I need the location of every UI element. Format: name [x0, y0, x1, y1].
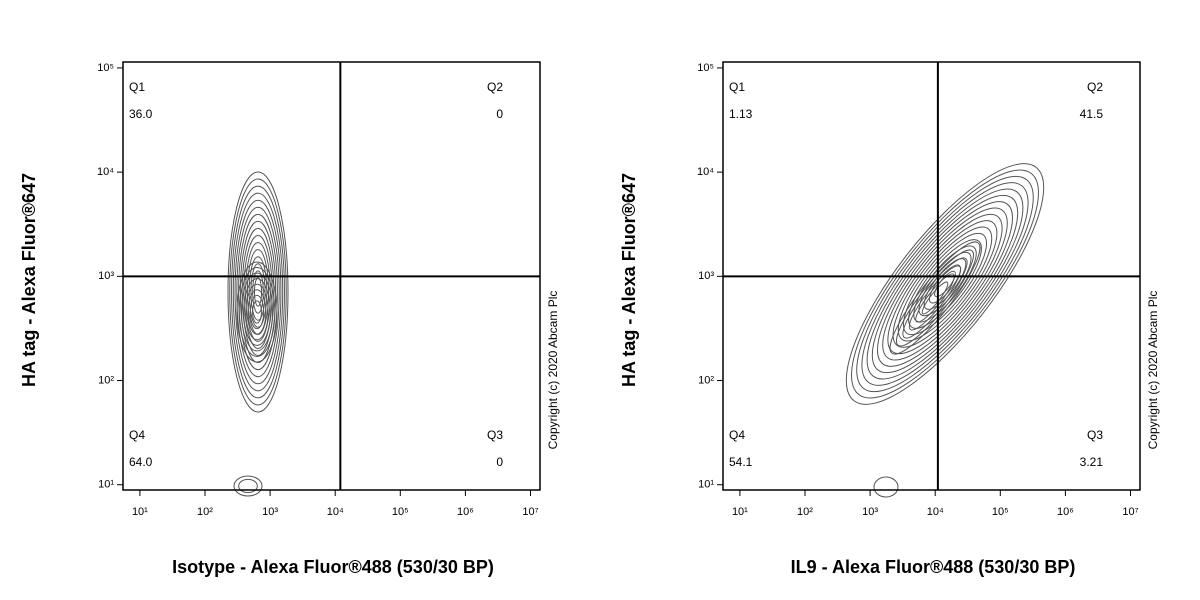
- x-tick-label: 10¹: [132, 506, 148, 518]
- quadrant-name: Q3: [1087, 428, 1103, 442]
- contour: [897, 226, 993, 342]
- quadrant-name: Q4: [129, 428, 145, 442]
- y-tick-label: 10²: [98, 374, 114, 386]
- contour: [238, 478, 258, 494]
- panel: 10¹ 10² 10³ 10⁴ 10⁵ 10⁶ 10⁷ 10¹ 10² 10³ 10⁴ 10⁵ Q1 1.…: [619, 61, 1160, 577]
- y-tick-label: 10⁵: [97, 62, 114, 74]
- x-tick-label: 10⁷: [522, 506, 538, 518]
- quadrant-value: 0: [496, 107, 503, 121]
- contour: [887, 213, 1003, 355]
- contour: [908, 239, 982, 329]
- contour: [236, 261, 278, 363]
- quadrant-name: Q4: [729, 428, 745, 442]
- contour: [249, 294, 265, 330]
- x-axis-title: Isotype - Alexa Fluor®488 (530/30 BP): [172, 557, 494, 577]
- quadrant-name: Q1: [129, 80, 145, 94]
- quadrant-name: Q2: [1087, 80, 1103, 94]
- contour: [851, 169, 1039, 399]
- x-tick-label: 10³: [262, 506, 278, 518]
- quadrant-value: 1.13: [729, 107, 753, 121]
- contour: [873, 476, 899, 498]
- x-tick-label: 10⁶: [1057, 506, 1074, 518]
- contour: [892, 220, 998, 348]
- contour: [902, 232, 988, 336]
- contour: [240, 272, 274, 352]
- x-tick-label: 10⁶: [457, 506, 474, 518]
- contour: [243, 278, 271, 346]
- contour: [232, 192, 284, 392]
- x-tick-label: 10²: [797, 506, 813, 518]
- y-tick-label: 10⁴: [697, 166, 714, 178]
- x-tick-label: 10⁴: [327, 506, 344, 518]
- quadrant-name: Q3: [487, 428, 503, 442]
- y-tick-label: 10¹: [98, 479, 114, 491]
- y-tick-label: 10³: [98, 270, 114, 282]
- x-tick-label: 10⁵: [992, 506, 1009, 518]
- y-axis-title: HA tag - Alexa Fluor®647: [19, 173, 39, 387]
- contour: [915, 273, 955, 323]
- quadrant-name: Q2: [487, 80, 503, 94]
- contour: [231, 185, 285, 399]
- y-tick-label: 10⁴: [97, 166, 114, 178]
- contour: [227, 171, 289, 413]
- contour: [866, 188, 1024, 380]
- contour: [236, 206, 280, 378]
- y-tick-label: 10⁵: [697, 62, 714, 74]
- contour: [876, 201, 1014, 367]
- x-tick-label: 10⁷: [1122, 506, 1138, 518]
- y-tick-label: 10³: [698, 270, 714, 282]
- contour: [245, 283, 269, 341]
- contour: [241, 227, 275, 357]
- x-tick-label: 10¹: [732, 506, 748, 518]
- quadrant-value: 0: [496, 455, 503, 469]
- contour: [861, 182, 1029, 386]
- contour: [856, 175, 1034, 393]
- y-tick-label: 10²: [698, 374, 714, 386]
- x-tick-label: 10⁴: [927, 506, 944, 518]
- contour: [234, 199, 282, 385]
- contour: [908, 265, 962, 331]
- quadrant-name: Q1: [729, 80, 745, 94]
- contour: [233, 475, 263, 497]
- quadrant-value: 64.0: [129, 455, 153, 469]
- copyright: Copyright (c) 2020 Abcam Plc: [546, 291, 560, 450]
- contour: [238, 267, 276, 357]
- quadrant-value: 36.0: [129, 107, 153, 121]
- panel: 10¹ 10² 10³ 10⁴ 10⁵ 10⁶ 10⁷ 10¹ 10² 10³ 10⁴ 10⁵ Q1 36…: [19, 61, 560, 577]
- contour: [871, 194, 1019, 374]
- x-tick-label: 10⁵: [392, 506, 409, 518]
- contour: [902, 257, 968, 339]
- quadrant-value: 3.21: [1080, 455, 1104, 469]
- quadrant-value: 54.1: [729, 455, 753, 469]
- contour: [229, 178, 287, 406]
- quadrant-value: 41.5: [1080, 107, 1104, 121]
- contour: [845, 163, 1045, 405]
- contour: [882, 207, 1008, 361]
- copyright: Copyright (c) 2020 Abcam Plc: [1146, 291, 1160, 450]
- contour: [247, 289, 267, 335]
- y-tick-label: 10¹: [698, 479, 714, 491]
- x-tick-label: 10²: [197, 506, 213, 518]
- contour: [889, 241, 981, 355]
- y-axis-title: HA tag - Alexa Fluor®647: [619, 173, 639, 387]
- x-axis-title: IL9 - Alexa Fluor®488 (530/30 BP): [791, 557, 1076, 577]
- x-tick-label: 10³: [862, 506, 878, 518]
- contour: [252, 300, 262, 324]
- contour: [896, 249, 974, 347]
